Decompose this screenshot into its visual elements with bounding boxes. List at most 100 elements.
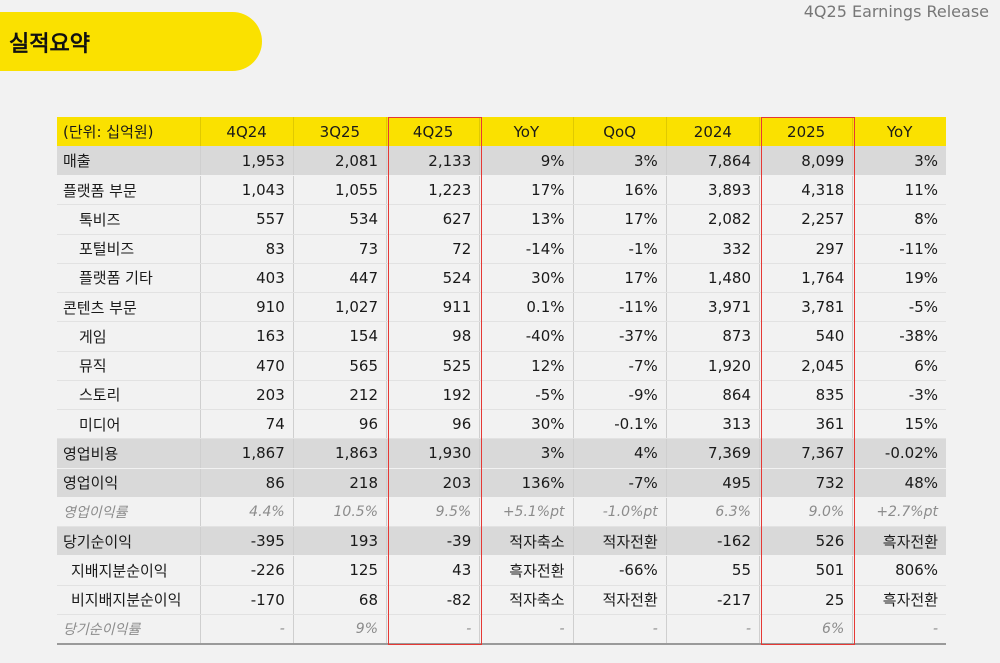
row-label: 당기순이익	[57, 526, 200, 557]
table-cell: 19%	[852, 263, 946, 294]
table-cell: +5.1%pt	[479, 497, 573, 528]
table-cell: 163	[199, 321, 294, 352]
row-label: 지배지분순이익	[57, 555, 200, 586]
table-cell: 48%	[852, 468, 946, 498]
table-cell: 3%	[572, 146, 667, 177]
table-cell: 361	[758, 409, 853, 440]
table-cell: 2,045	[758, 351, 853, 381]
table-cell: 9%	[479, 146, 573, 177]
table-cell: 192	[385, 380, 480, 411]
row-label: 영업이익률	[57, 497, 200, 528]
row-label: 당기순이익률	[57, 614, 200, 645]
table-cell: 흑자전환	[479, 555, 573, 586]
table-cell: 1,480	[665, 263, 760, 294]
table-cell: 526	[758, 526, 853, 557]
table-row: 지배지분순이익 -226 125 43 흑자전환 -66% 55 501 806%	[57, 555, 946, 586]
table-row: 포털비즈 83 73 72 -14% -1% 332 297 -11%	[57, 234, 946, 264]
column-header: QoQ	[572, 117, 667, 147]
table-cell: -5%	[479, 380, 573, 411]
table-cell: 13%	[479, 204, 573, 235]
table-cell: 525	[385, 351, 480, 381]
table-row: 영업이익률 4.4% 10.5% 9.5% +5.1%pt -1.0%pt 6.3% 9.0%…	[57, 497, 946, 528]
table-row: 매출 1,953 2,081 2,133 9% 3% 7,864 8,099 3%	[57, 146, 946, 177]
table-cell: 9.5%	[385, 497, 480, 528]
table-cell: 1,027	[292, 292, 387, 323]
table-cell: -5%	[852, 292, 946, 323]
table-cell: 3,893	[665, 175, 760, 206]
column-header: YoY	[479, 117, 573, 147]
table-cell: -0.1%	[572, 409, 667, 440]
table-cell: 3%	[852, 146, 946, 177]
earnings-summary-table-wrap: (단위: 십억원) 4Q24 3Q25 4Q25 YoY QoQ 2024 2025 YoY 매출…	[57, 117, 946, 645]
table-cell: -	[572, 614, 667, 645]
table-cell: 흑자전환	[852, 585, 946, 615]
table-row: 비지배지분순이익 -170 68 -82 적자축소 적자전환 -217 25 흑자전환	[57, 585, 946, 615]
table-cell: 1,867	[199, 438, 294, 469]
table-cell: 30%	[479, 263, 573, 294]
table-cell: 7,864	[665, 146, 760, 177]
table-cell: 98	[385, 321, 480, 352]
table-cell: 6%	[758, 614, 853, 645]
table-row: 뮤직 470 565 525 12% -7% 1,920 2,045 6%	[57, 351, 946, 381]
table-cell: -38%	[852, 321, 946, 352]
table-cell: 732	[758, 468, 853, 498]
table-cell: -3%	[852, 380, 946, 411]
table-cell: 835	[758, 380, 853, 411]
table-cell: 313	[665, 409, 760, 440]
table-cell: -39	[385, 526, 480, 557]
table-cell: 3%	[479, 438, 573, 469]
table-cell: 10.5%	[292, 497, 387, 528]
column-header: 4Q25	[385, 117, 480, 147]
table-cell: 적자전환	[572, 585, 667, 615]
table-cell: 911	[385, 292, 480, 323]
table-cell: 873	[665, 321, 760, 352]
table-cell: 17%	[572, 263, 667, 294]
table-cell: 15%	[852, 409, 946, 440]
table-cell: 96	[385, 409, 480, 440]
table-cell: 1,863	[292, 438, 387, 469]
table-cell: 2,082	[665, 204, 760, 235]
row-label: 게임	[57, 321, 200, 352]
table-cell: 11%	[852, 175, 946, 206]
table-cell: 495	[665, 468, 760, 498]
table-cell: 43	[385, 555, 480, 586]
table-cell: -1.0%pt	[572, 497, 667, 528]
table-row: 플랫폼 기타 403 447 524 30% 17% 1,480 1,764 19%	[57, 263, 946, 294]
table-cell: 7,369	[665, 438, 760, 469]
table-cell: 1,043	[199, 175, 294, 206]
table-cell: 9%	[292, 614, 387, 645]
table-cell: 6%	[852, 351, 946, 381]
column-header: (단위: 십억원)	[57, 117, 200, 147]
table-cell: -82	[385, 585, 480, 615]
table-cell: -395	[199, 526, 294, 557]
table-cell: 96	[292, 409, 387, 440]
table-row: 게임 163 154 98 -40% -37% 873 540 -38%	[57, 321, 946, 352]
table-cell: 212	[292, 380, 387, 411]
table-cell: 297	[758, 234, 853, 264]
earnings-summary-table: (단위: 십억원) 4Q24 3Q25 4Q25 YoY QoQ 2024 2025 YoY 매출…	[57, 117, 946, 645]
table-row: 플랫폼 부문 1,043 1,055 1,223 17% 16% 3,893 4,318 11%	[57, 175, 946, 206]
table-cell: 1,055	[292, 175, 387, 206]
table-cell: -66%	[572, 555, 667, 586]
table-cell: 332	[665, 234, 760, 264]
table-cell: 501	[758, 555, 853, 586]
row-label: 영업비용	[57, 438, 200, 469]
table-cell: +2.7%pt	[852, 497, 946, 528]
table-cell: 17%	[572, 204, 667, 235]
table-row: 톡비즈 557 534 627 13% 17% 2,082 2,257 8%	[57, 204, 946, 235]
column-header: 3Q25	[292, 117, 387, 147]
table-cell: -11%	[572, 292, 667, 323]
table-cell: 627	[385, 204, 480, 235]
table-cell: -	[665, 614, 760, 645]
table-cell: 557	[199, 204, 294, 235]
table-cell: 17%	[479, 175, 573, 206]
table-cell: 218	[292, 468, 387, 498]
table-cell: -217	[665, 585, 760, 615]
table-row: 스토리 203 212 192 -5% -9% 864 835 -3%	[57, 380, 946, 411]
row-label: 플랫폼 기타	[57, 263, 200, 294]
table-cell: 447	[292, 263, 387, 294]
table-cell: -	[199, 614, 294, 645]
table-cell: 864	[665, 380, 760, 411]
row-label: 영업이익	[57, 468, 200, 498]
table-cell: 806%	[852, 555, 946, 586]
